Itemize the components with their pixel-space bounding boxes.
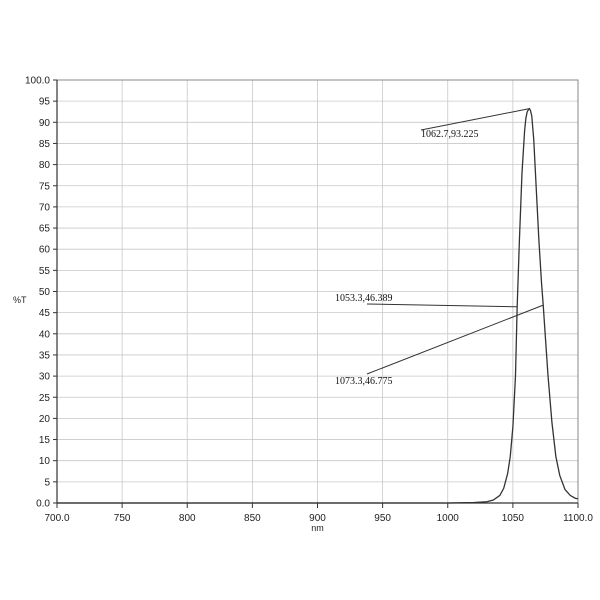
x-tick-label: 1100.0 — [563, 513, 593, 524]
annotation-leader-line — [420, 108, 530, 131]
y-tick-label: 100.0 — [25, 76, 50, 87]
annotation-label: 1073.3,46.775 — [335, 376, 393, 387]
annotation-label: 1053.3,46.389 — [335, 293, 393, 304]
x-tick-label: 750 — [114, 513, 131, 524]
x-tick-label: 1050 — [502, 513, 525, 524]
x-tick-label: 850 — [244, 513, 261, 524]
y-tick-label: 80 — [39, 160, 51, 171]
annotation-leader-line — [366, 303, 518, 308]
y-tick-label: 75 — [39, 181, 51, 192]
y-tick-label: 50 — [39, 287, 51, 298]
y-tick-label: 55 — [39, 266, 51, 277]
y-tick-label: 35 — [39, 350, 51, 361]
x-tick-label: 800 — [179, 513, 196, 524]
y-tick-label: 90 — [39, 118, 51, 129]
y-tick-label: 0.0 — [36, 499, 50, 510]
y-tick-label: 30 — [39, 372, 51, 383]
x-tick-label: 700.0 — [44, 513, 69, 524]
annotation-leader-line — [366, 304, 544, 375]
y-tick-label: 45 — [39, 308, 51, 319]
y-tick-label: 65 — [39, 224, 51, 235]
y-tick-label: 5 — [44, 477, 50, 488]
y-tick-label: 25 — [39, 393, 51, 404]
grid — [57, 79, 579, 503]
y-tick-label: 15 — [39, 435, 51, 446]
x-tick-label: 1000 — [437, 513, 460, 524]
y-tick-label: 70 — [39, 202, 51, 213]
y-tick-label: 10 — [39, 456, 51, 467]
x-tick-label: 900 — [309, 513, 326, 524]
y-tick-label: 20 — [39, 414, 51, 425]
series — [57, 107, 579, 504]
annotation-label: 1062.7,93.225 — [421, 129, 479, 140]
x-tick-labels: 700.0 750 800 850 900 950 1000 1050 1100.0 — [44, 503, 593, 524]
y-tick-labels: 0.0 5 10 15 20 25 30 35 40 45 50 55 60 65 70 75 80 85 90 95… — [25, 76, 57, 510]
y-tick-label: 40 — [39, 329, 51, 340]
annotations: 1062.7,93.225 1053.3,46.389 1073.3,46.775 — [335, 108, 544, 387]
x-tick-label: 950 — [374, 513, 391, 524]
x-axis-label: nm — [311, 523, 324, 533]
y-tick-label: 95 — [39, 97, 51, 108]
y-tick-label: 85 — [39, 139, 51, 150]
y-tick-label: 60 — [39, 245, 51, 256]
series-line-0 — [57, 107, 579, 504]
y-axis-label: %T — [13, 295, 27, 305]
